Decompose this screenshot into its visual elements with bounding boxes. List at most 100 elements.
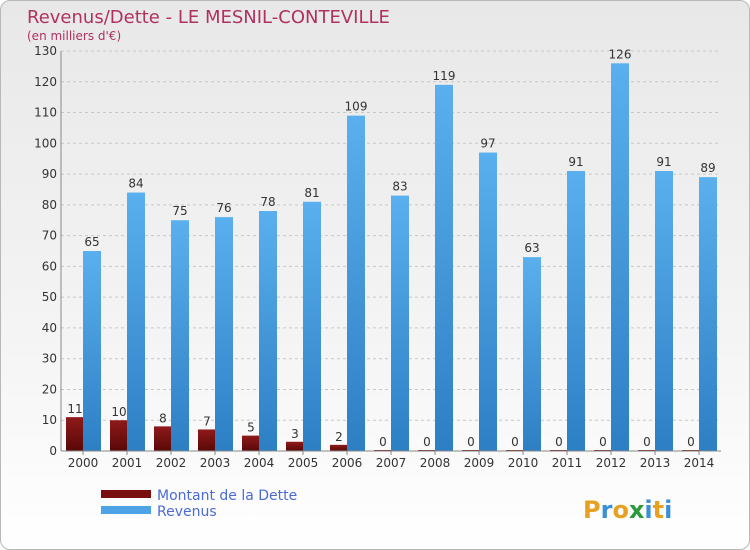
chart-subtitle: (en milliers d'€)	[27, 29, 121, 43]
legend-label-revenus: Revenus	[157, 504, 217, 520]
y-tick-label: 60	[42, 259, 57, 273]
y-tick-label: 70	[42, 229, 57, 243]
y-tick-label: 130	[34, 44, 57, 58]
legend-label-debt: Montant de la Dette	[157, 488, 297, 504]
bar-revenus-2002	[171, 220, 189, 451]
data-label-debt: 2	[335, 430, 343, 444]
x-tick-label: 2001	[112, 456, 143, 470]
y-tick-label: 80	[42, 198, 57, 212]
logo-letter: i	[664, 496, 672, 524]
x-tick-label: 2009	[464, 456, 495, 470]
bar-debt-2000	[66, 417, 84, 451]
data-label-revenus: 89	[700, 161, 715, 175]
bar-revenus-2006	[347, 115, 365, 451]
data-label-revenus: 75	[172, 204, 187, 218]
bar-revenus-2013	[655, 171, 673, 451]
bar-revenus-2000	[83, 251, 101, 451]
data-label-revenus: 83	[392, 180, 407, 194]
x-tick-label: 2002	[156, 456, 187, 470]
data-label-debt: 11	[67, 402, 82, 416]
bar-revenus-2011	[567, 171, 585, 451]
y-tick-label: 110	[34, 106, 57, 120]
data-label-debt: 10	[111, 405, 126, 419]
data-label-revenus: 65	[84, 235, 99, 249]
bar-debt-2004	[242, 435, 260, 451]
x-tick-label: 2011	[552, 456, 583, 470]
data-label-debt: 0	[687, 435, 695, 449]
logo-letter: r	[601, 496, 613, 524]
data-label-debt: 0	[643, 435, 651, 449]
logo-letter: o	[612, 496, 629, 524]
bar-revenus-2005	[303, 201, 321, 451]
y-tick-label: 120	[34, 75, 57, 89]
data-label-revenus: 81	[304, 186, 319, 200]
x-tick-label: 2006	[332, 456, 363, 470]
legend-swatch-revenus	[101, 506, 151, 514]
bar-debt-2002	[154, 426, 172, 451]
data-label-revenus: 126	[609, 47, 632, 61]
y-tick-label: 40	[42, 321, 57, 335]
chart-title: Revenus/Dette - LE MESNIL-CONTEVILLE	[27, 7, 390, 28]
legend-swatch-debt	[101, 490, 151, 498]
bar-revenus-2003	[215, 217, 233, 451]
bar-revenus-2001	[127, 192, 145, 452]
logo-letter: x	[629, 496, 645, 524]
bar-revenus-2008	[435, 84, 453, 451]
x-tick-label: 2005	[288, 456, 319, 470]
data-label-debt: 7	[203, 414, 211, 428]
data-label-debt: 8	[159, 411, 167, 425]
data-label-debt: 0	[423, 435, 431, 449]
logo-letter: t	[653, 496, 664, 524]
data-label-debt: 0	[511, 435, 519, 449]
bar-revenus-2014	[699, 177, 717, 451]
x-tick-label: 2008	[420, 456, 451, 470]
bar-revenus-2007	[391, 195, 409, 451]
logo-letter: P	[583, 496, 601, 524]
bar-revenus-2004	[259, 211, 277, 451]
data-label-revenus: 78	[260, 195, 275, 209]
data-label-revenus: 91	[656, 155, 671, 169]
data-label-debt: 3	[291, 427, 299, 441]
legend: Montant de la Dette Revenus	[101, 488, 297, 520]
x-tick-label: 2003	[200, 456, 231, 470]
bar-debt-2006	[330, 444, 348, 451]
x-tick-label: 2013	[640, 456, 671, 470]
data-label-revenus: 119	[433, 69, 456, 83]
data-label-debt: 0	[599, 435, 607, 449]
data-label-revenus: 84	[128, 177, 143, 191]
bar-debt-2001	[110, 420, 128, 451]
x-tick-label: 2004	[244, 456, 275, 470]
bar-revenus-2009	[479, 152, 497, 452]
bar-revenus-2012	[611, 63, 629, 452]
bar-revenus-2010	[523, 257, 541, 451]
bars: 11 65 10 84 8 75 7 76 5 78 3 81 2 109 0 83 0 119 0 97 0 63 0 91…	[66, 47, 717, 452]
logo-letter: i	[644, 496, 652, 524]
bar-debt-2005	[286, 441, 304, 451]
y-tick-label: 30	[42, 352, 57, 366]
y-tick-label: 90	[42, 167, 57, 181]
data-label-revenus: 109	[345, 100, 368, 114]
data-label-revenus: 76	[216, 201, 231, 215]
y-tick-label: 10	[42, 413, 57, 427]
x-tick-label: 2000	[68, 456, 99, 470]
data-label-debt: 0	[379, 435, 387, 449]
y-tick-label: 0	[49, 444, 57, 458]
x-tick-label: 2014	[684, 456, 715, 470]
data-label-revenus: 91	[568, 155, 583, 169]
logo-text: Proxiti	[583, 496, 672, 524]
x-tick-label: 2007	[376, 456, 407, 470]
bar-debt-2003	[198, 429, 216, 451]
data-label-debt: 0	[467, 435, 475, 449]
y-tick-label: 20	[42, 382, 57, 396]
x-tick-label: 2012	[596, 456, 627, 470]
y-tick-label: 50	[42, 290, 57, 304]
y-tick-label: 100	[34, 136, 57, 150]
data-label-debt: 5	[247, 421, 255, 435]
data-label-debt: 0	[555, 435, 563, 449]
proxiti-logo: Proxiti	[583, 496, 672, 524]
data-label-revenus: 97	[480, 137, 495, 151]
x-tick-label: 2010	[508, 456, 539, 470]
